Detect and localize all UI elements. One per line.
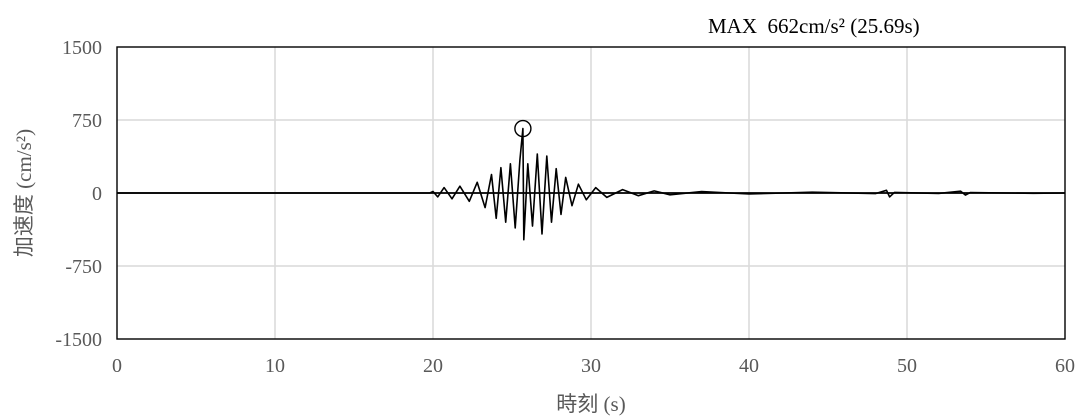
series-layer bbox=[117, 119, 1066, 241]
x-tick-label: 30 bbox=[581, 355, 601, 377]
max-annotation: MAX 662cm/s² (25.69s) bbox=[708, 14, 920, 38]
y-tick-label: -1500 bbox=[55, 329, 102, 351]
x-tick-label: 40 bbox=[739, 355, 759, 377]
x-axis-label: 時刻 (s) bbox=[556, 392, 625, 416]
x-tick-label: 20 bbox=[423, 355, 443, 377]
x-tick-label: 0 bbox=[112, 355, 122, 377]
y-tick-label: 1500 bbox=[62, 37, 102, 59]
y-tick-label: -750 bbox=[65, 256, 102, 278]
y-tick-label: 0 bbox=[92, 183, 102, 205]
plot-area-border bbox=[116, 46, 1066, 340]
acceleration-series-line bbox=[117, 127, 1066, 241]
x-tick-label: 60 bbox=[1055, 355, 1075, 377]
peak-marker bbox=[514, 119, 532, 138]
tick-labels: 0 10 20 30 40 50 60 1500 750 0 -750 -1500 bbox=[55, 37, 1075, 377]
y-tick-label: 750 bbox=[72, 110, 102, 132]
y-axis-label: 加速度 (cm/s²) bbox=[12, 129, 36, 257]
x-tick-label: 10 bbox=[265, 355, 285, 377]
x-tick-label: 50 bbox=[897, 355, 917, 377]
